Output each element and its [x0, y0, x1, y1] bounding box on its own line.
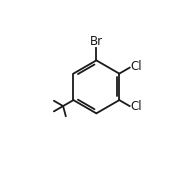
- Text: Cl: Cl: [131, 61, 142, 73]
- Text: Br: Br: [90, 35, 103, 48]
- Text: Cl: Cl: [131, 100, 142, 113]
